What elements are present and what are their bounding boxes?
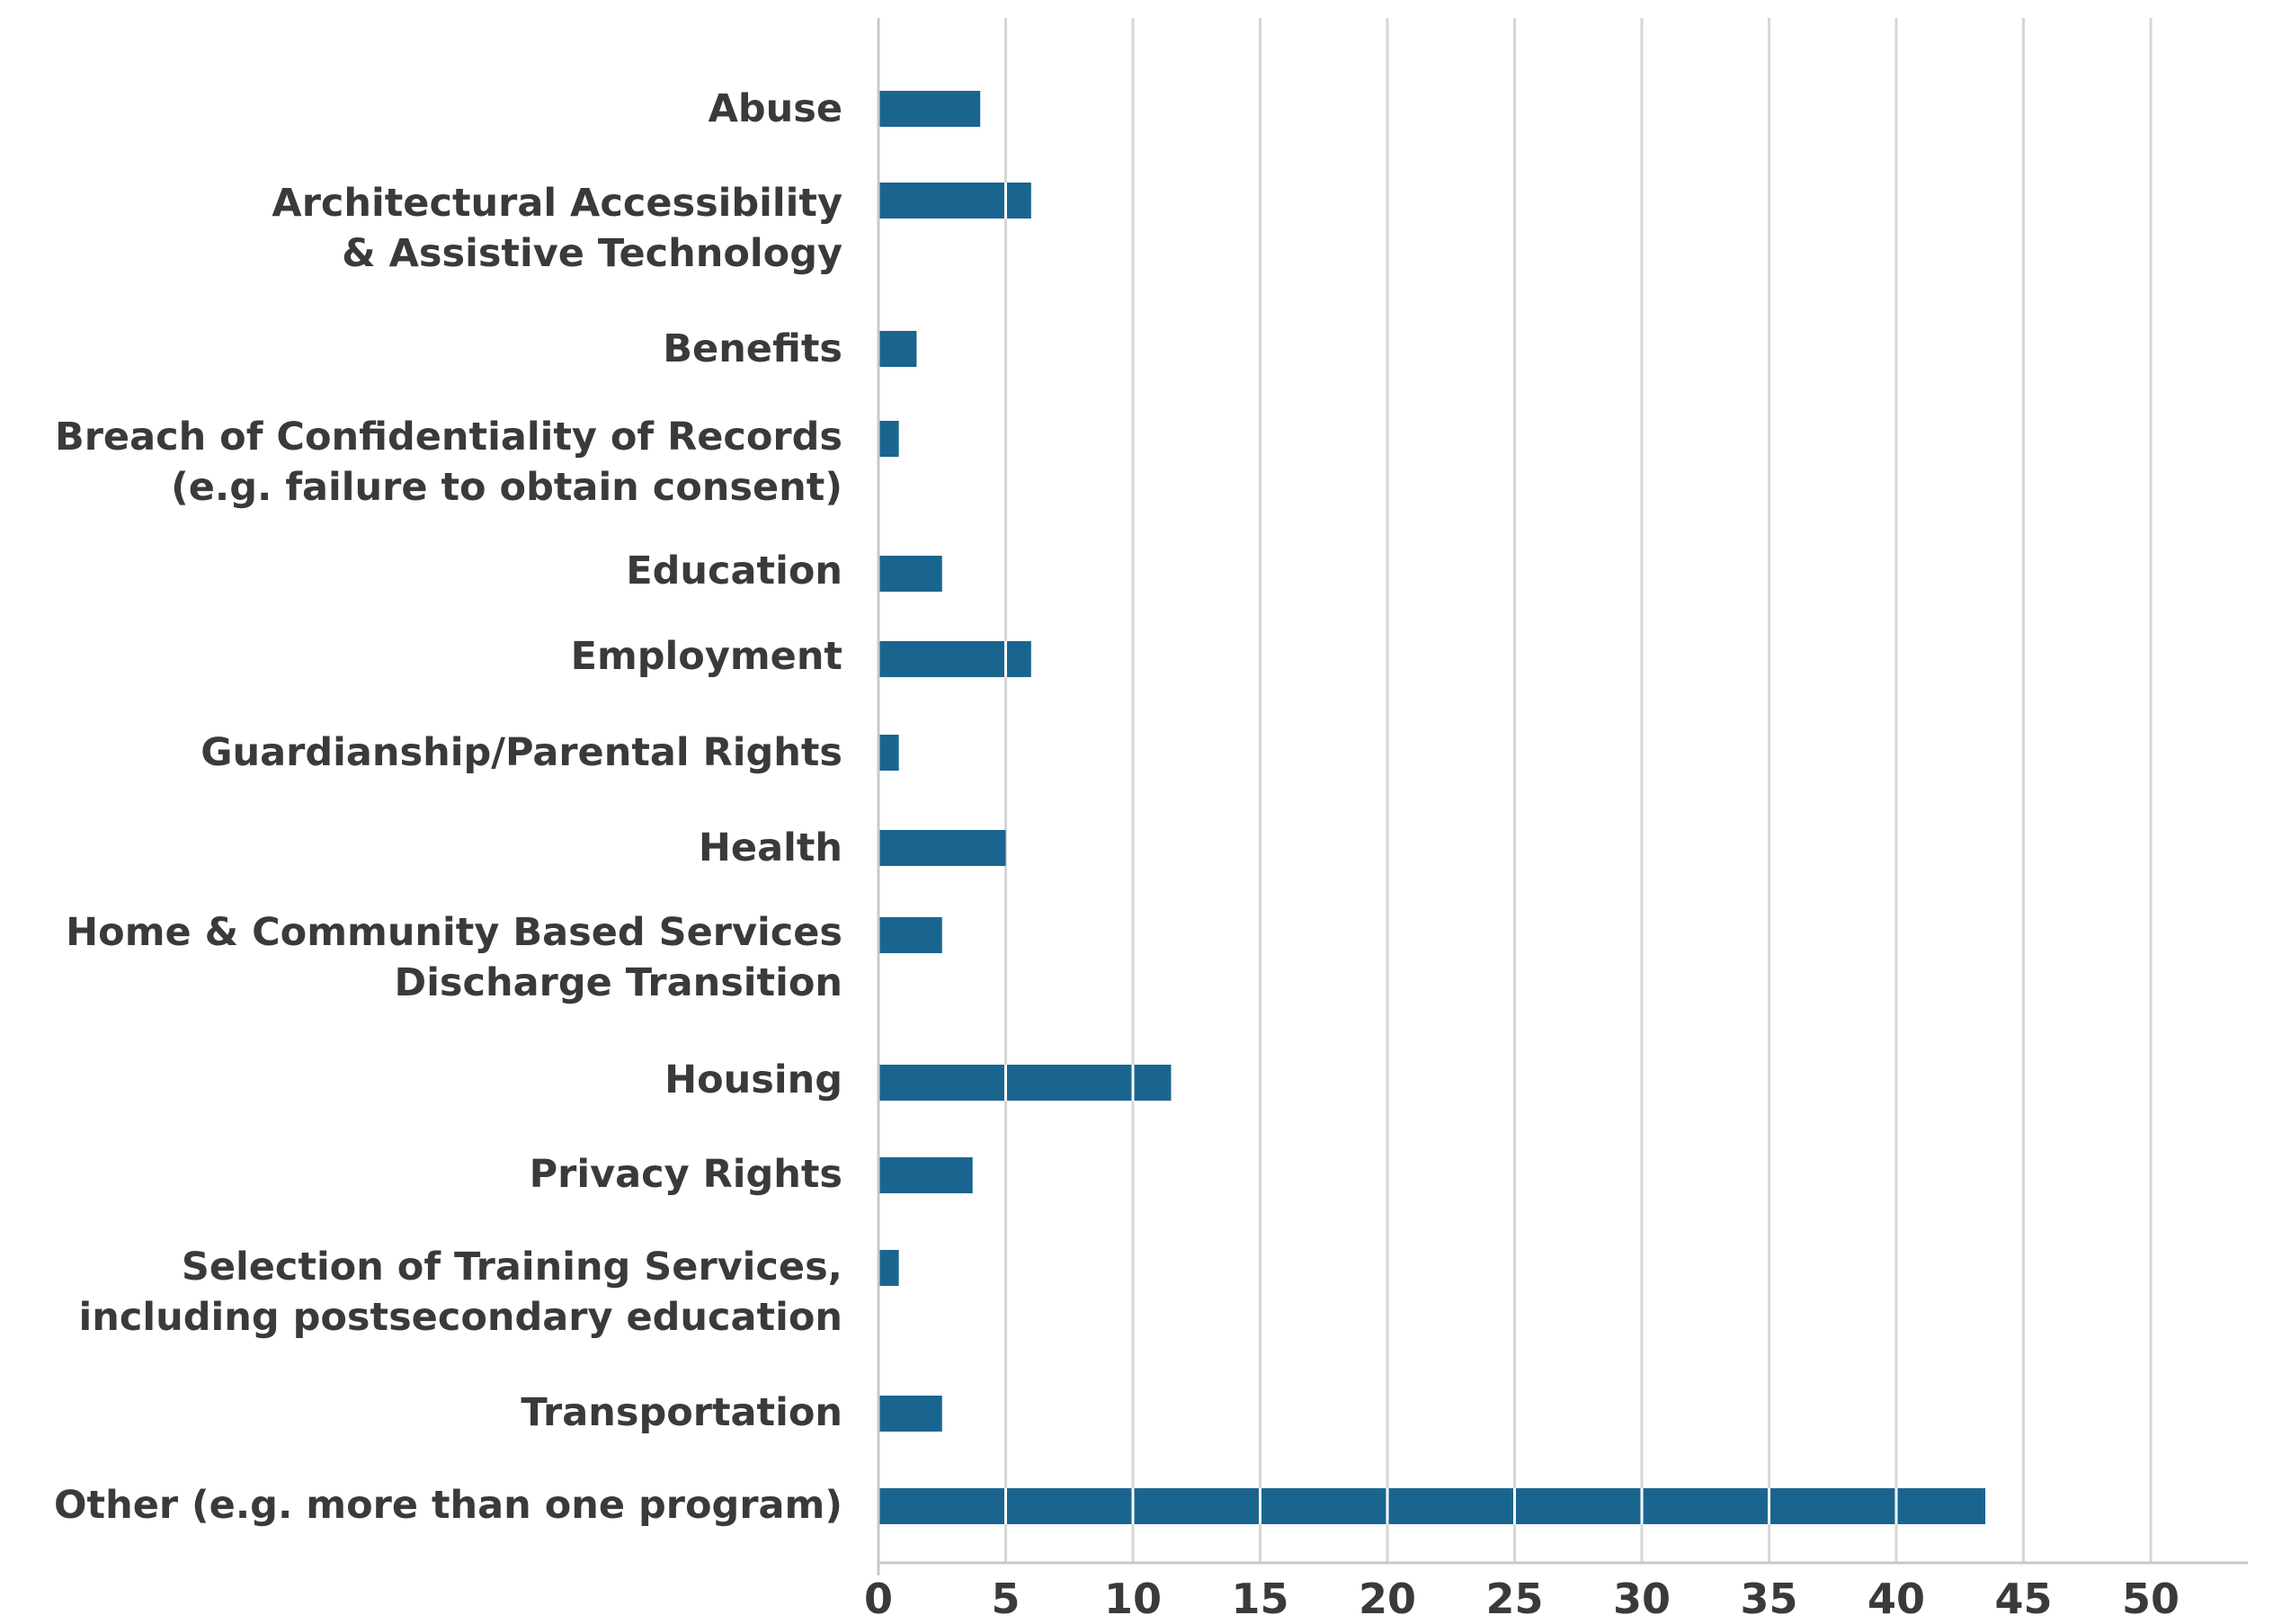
category-label-line: Transportation — [521, 1390, 842, 1435]
category-label-line: Employment — [571, 634, 842, 679]
bar-13 — [878, 1488, 1986, 1524]
category-label: Breach of Confidentiality of Records (e.g… — [55, 415, 842, 510]
bar-2 — [878, 331, 917, 367]
bar-4 — [878, 556, 942, 592]
category-label-line: Home & Community Based Services — [66, 910, 842, 955]
bar-5 — [878, 641, 1031, 677]
category-label: Privacy Rights — [530, 1152, 842, 1197]
x-tick-label: 30 — [1613, 1575, 1671, 1623]
bar-12 — [878, 1396, 942, 1432]
grid-lines — [1004, 18, 2153, 1563]
bar-10 — [878, 1157, 973, 1193]
category-label: Employment — [571, 634, 842, 679]
x-tick-label: 0 — [864, 1575, 893, 1623]
category-label: Home & Community Based Services Discharge… — [66, 910, 842, 1005]
category-label: Benefits — [663, 326, 842, 371]
category-label-line: Guardianship/Parental Rights — [201, 730, 842, 775]
bar-7 — [878, 830, 1006, 866]
bar-3 — [878, 421, 899, 457]
category-labels: Abuse Architectural Accessibility & Assist… — [54, 86, 842, 1528]
bar-8 — [878, 917, 942, 953]
x-tick-label: 35 — [1740, 1575, 1797, 1623]
bar-0 — [878, 91, 981, 127]
category-label-line: & Assistive Technology — [342, 231, 842, 276]
category-label: Selection of Training Services, including… — [79, 1245, 842, 1340]
x-tick-label: 5 — [991, 1575, 1020, 1623]
category-label-line: Education — [626, 549, 842, 593]
category-label-line: Breach of Confidentiality of Records — [55, 415, 842, 460]
category-label-line: (e.g. failure to obtain consent) — [171, 465, 842, 510]
category-label: Other (e.g. more than one program) — [54, 1483, 842, 1528]
x-tick-label: 20 — [1359, 1575, 1416, 1623]
category-label-line: including postsecondary education — [79, 1295, 842, 1340]
category-label: Education — [626, 549, 842, 593]
x-tick-label: 40 — [1867, 1575, 1925, 1623]
x-tick-label: 15 — [1231, 1575, 1288, 1623]
bar-9 — [878, 1065, 1172, 1101]
category-label: Health — [699, 825, 842, 870]
category-label-line: Housing — [664, 1057, 842, 1102]
bar-6 — [878, 735, 899, 771]
category-label-line: Health — [699, 825, 842, 870]
category-label: Architectural Accessibility & Assistive T… — [272, 181, 842, 276]
category-label-line: Selection of Training Services, — [182, 1245, 842, 1289]
x-tick-label: 10 — [1104, 1575, 1162, 1623]
category-label: Abuse — [709, 86, 842, 131]
category-label-line: Privacy Rights — [530, 1152, 842, 1197]
x-tick-label: 45 — [1994, 1575, 2052, 1623]
category-label-line: Architectural Accessibility — [272, 181, 842, 226]
category-label: Housing — [664, 1057, 842, 1102]
category-label-line: Discharge Transition — [395, 960, 843, 1005]
x-tick-labels: 0 5 10 15 20 25 30 35 40 45 50 — [864, 1575, 2179, 1623]
bar-1 — [878, 183, 1031, 219]
category-label-line: Benefits — [663, 326, 842, 371]
bars — [878, 91, 1986, 1524]
category-label: Guardianship/Parental Rights — [201, 730, 842, 775]
x-tick-label: 50 — [2122, 1575, 2179, 1623]
category-label-line: Abuse — [709, 86, 842, 131]
category-label: Transportation — [521, 1390, 842, 1435]
bar-11 — [878, 1250, 899, 1286]
x-tick-label: 25 — [1485, 1575, 1543, 1623]
category-label-line: Other (e.g. more than one program) — [54, 1483, 842, 1528]
axes — [877, 18, 2248, 1575]
